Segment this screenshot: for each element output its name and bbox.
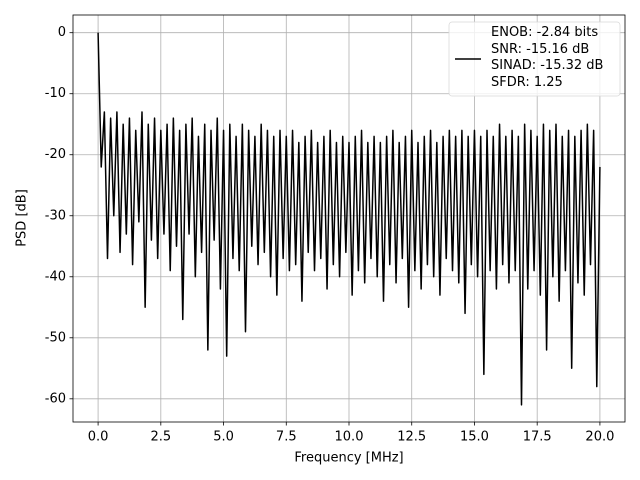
legend [448, 21, 621, 97]
series-line [97, 32, 601, 406]
x-axis-label: Frequency [MHz] [294, 451, 403, 466]
x-tick-label: 20.0 [585, 430, 614, 445]
y-axis-label: PSD [dB] [15, 189, 30, 247]
x-tick-label: 12.5 [397, 430, 426, 445]
y-tick-label: -10 [45, 86, 66, 101]
legend-label: ENOB: -2.84 bits SNR: -15.16 dB SINAD: -… [491, 25, 604, 90]
x-tick-label: 10.0 [335, 430, 364, 445]
y-tick-label: -30 [45, 208, 66, 223]
x-tick-label: 0.0 [88, 430, 109, 445]
x-tick-label: 15.0 [460, 430, 489, 445]
y-tick-label: -60 [45, 391, 66, 406]
x-tick-label: 7.5 [276, 430, 297, 445]
y-tick-label: -40 [45, 269, 66, 284]
x-tick-label: 5.0 [213, 430, 234, 445]
x-tick-label: 2.5 [150, 430, 171, 445]
y-tick-label: -50 [45, 330, 66, 345]
ticks: 0.0 2.5 5.0 7.5 10.0 12.5 15.0 17.5 20.0 0 -10 -20 -… [45, 25, 615, 444]
x-tick-label: 17.5 [523, 430, 552, 445]
y-tick-label: 0 [58, 25, 66, 40]
y-tick-label: -20 [45, 147, 66, 162]
plot-area [97, 32, 601, 406]
legend-box [448, 21, 621, 97]
